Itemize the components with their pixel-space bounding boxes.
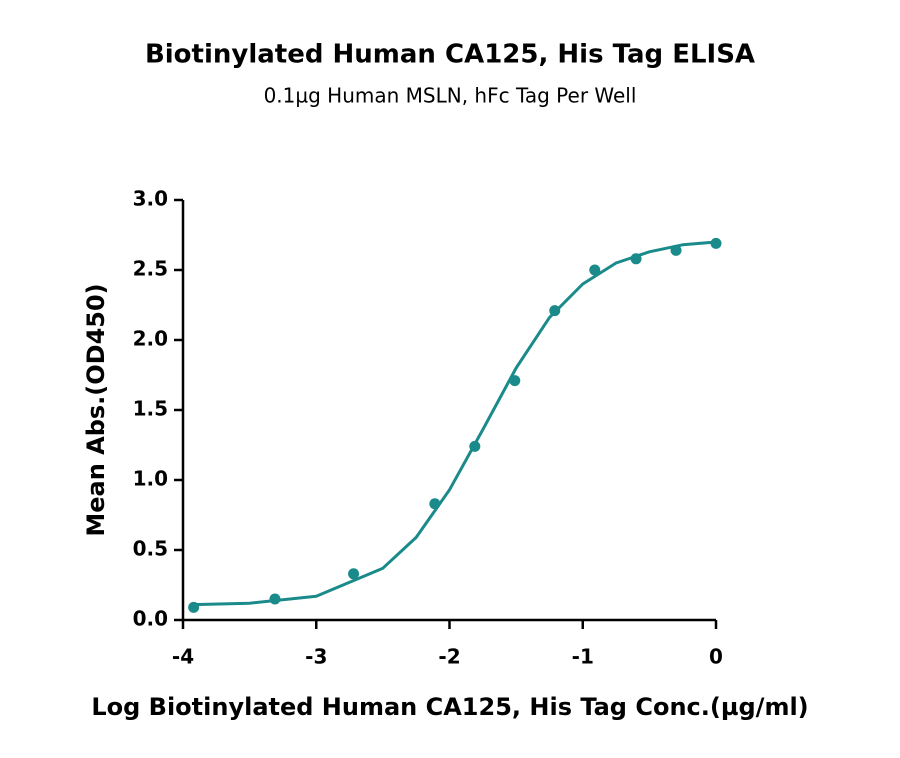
y-tick-label: 1.5 [133, 397, 168, 421]
x-tick-label: -3 [305, 645, 327, 669]
chart-subtitle: 0.1µg Human MSLN, hFc Tag Per Well [264, 84, 637, 108]
y-tick-label: 0.5 [133, 537, 168, 561]
x-tick-label: -4 [172, 645, 194, 669]
x-axis-label: Log Biotinylated Human CA125, His Tag Co… [91, 693, 808, 721]
y-tick-label: 2.5 [133, 257, 168, 281]
y-axis-label: Mean Abs.(OD450) [82, 283, 110, 536]
y-tick-label: 1.0 [133, 467, 168, 491]
x-tick-label: -1 [572, 645, 594, 669]
y-tick-label: 2.0 [133, 327, 168, 351]
y-tick-label: 3.0 [133, 187, 168, 211]
chart-title: Biotinylated Human CA125, His Tag ELISA [145, 40, 755, 70]
x-tick-label: 0 [709, 645, 723, 669]
data-point [589, 264, 601, 276]
y-tick-label: 0.0 [133, 607, 168, 631]
x-tick-label: -2 [438, 645, 460, 669]
data-point [348, 568, 360, 580]
fit-curve [193, 240, 717, 607]
